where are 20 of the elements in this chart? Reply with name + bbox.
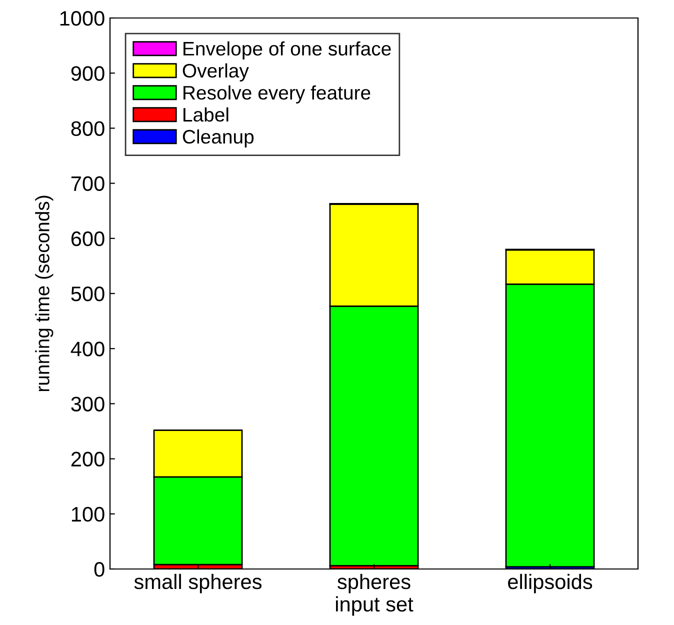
y-tick-label: 900 [71,66,104,81]
y-tick-label: 700 [71,176,104,192]
y-tick-label: 400 [70,342,104,356]
legend-label: Resolve every feature [184,85,370,104]
x-tick-label: ellipsoids [508,574,592,594]
y-tick-label: 0 [94,562,104,577]
y-tick-label: 500 [71,286,104,302]
legend-label: Envelope of one surface [184,41,391,60]
x-tick-label: small spheres [134,574,262,594]
y-tick-label: 600 [71,231,104,246]
y-tick-label: 800 [71,121,104,136]
legend-label: Label [184,107,228,122]
y-axis-title: running time (seconds) [35,196,54,392]
y-tick-label: 100 [72,506,104,522]
legend-label: Cleanup [182,129,254,148]
x-tick-label: spheres input set [336,574,414,616]
y-tick-label: 1000 [60,11,104,26]
legend-label: Overlay [182,63,249,82]
y-tick-label: 200 [71,452,104,467]
y-tick-label: 300 [71,396,104,412]
